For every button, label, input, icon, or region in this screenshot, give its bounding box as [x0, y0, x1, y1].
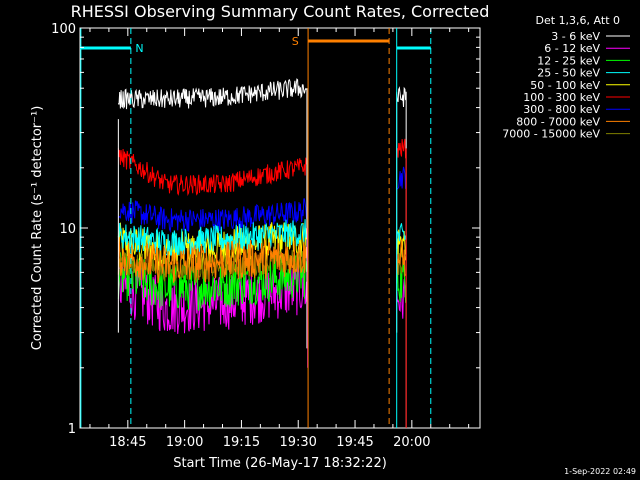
series-line-300-800keV: [117, 166, 407, 233]
x-tick-label: 19:30: [279, 435, 316, 450]
y-tick-label: 1: [68, 422, 76, 437]
saa-label: S: [292, 35, 299, 48]
legend-label: 3 - 6 keV: [551, 30, 600, 43]
y-axis-label: Corrected Count Rate (s⁻¹ detector⁻¹): [30, 106, 45, 351]
annotation-layer: NS: [80, 28, 432, 428]
x-tick-label: 19:15: [223, 435, 260, 450]
series-line-3-6keV: [117, 78, 407, 110]
footer-date: 1-Sep-2022 02:49: [564, 467, 636, 476]
series-line-100-300keV: [117, 138, 407, 197]
data-layer: [117, 78, 407, 428]
legend-label: 50 - 100 keV: [530, 79, 600, 92]
series-line-800-7000keV: [117, 237, 407, 284]
series-line-25-50keV: [117, 219, 407, 257]
legend-label: 6 - 12 keV: [544, 42, 600, 55]
x-tick-label: 18:45: [109, 435, 146, 450]
legend-label: 800 - 7000 keV: [516, 115, 600, 128]
night-label: N: [135, 42, 143, 55]
legend-label: 7000 - 15000 keV: [502, 128, 600, 141]
x-axis-label: Start Time (26-May-17 18:32:22): [173, 456, 387, 471]
legend-label: 100 - 300 keV: [523, 91, 600, 104]
y-tick-label: 100: [51, 22, 76, 37]
legend-label: 25 - 50 keV: [537, 67, 600, 80]
legend-title: Det 1,3,6, Att 0: [536, 14, 620, 27]
x-tick-label: 19:45: [336, 435, 373, 450]
chart-title: RHESSI Observing Summary Count Rates, Co…: [71, 2, 490, 21]
y-tick-label: 10: [59, 222, 76, 237]
x-tick-label: 19:00: [166, 435, 203, 450]
legend-label: 300 - 800 keV: [523, 103, 600, 116]
axis-layer: 18:45 19:00 19:15 19:30 19:45 20:00 1 10 100: [51, 22, 480, 450]
legend-label: 12 - 25 keV: [537, 54, 600, 67]
x-tick-label: 20:00: [393, 435, 430, 450]
